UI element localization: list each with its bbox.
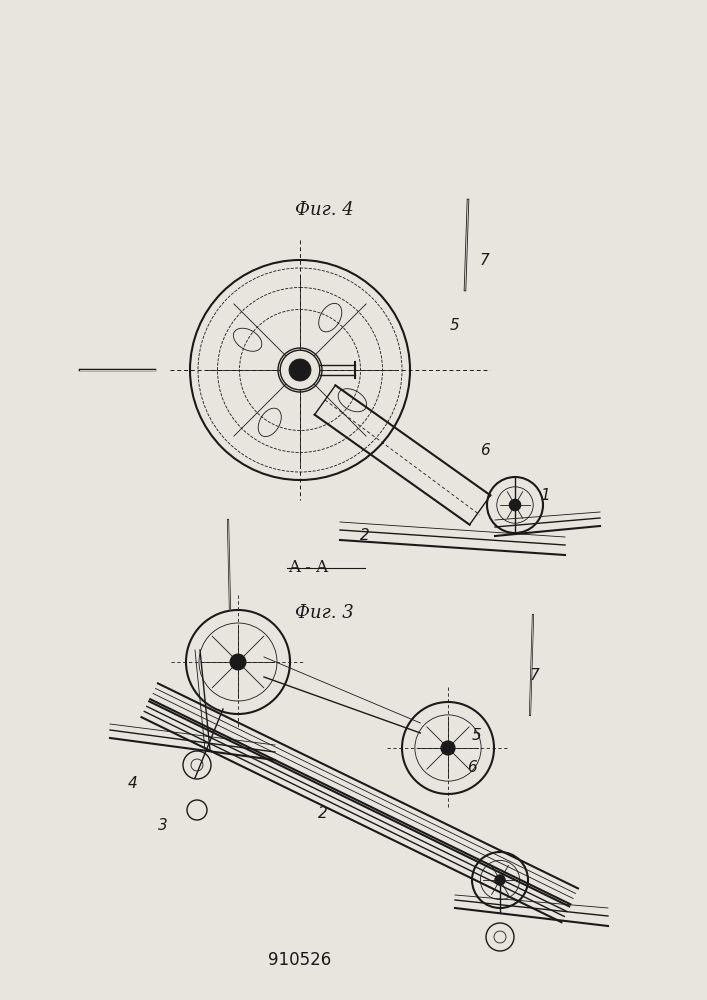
- Circle shape: [289, 359, 311, 381]
- Text: A - A: A - A: [288, 559, 328, 576]
- Circle shape: [280, 350, 320, 390]
- Text: Фиг. 3: Фиг. 3: [295, 604, 354, 622]
- Text: 3: 3: [158, 818, 168, 833]
- Circle shape: [234, 658, 243, 666]
- Text: 2: 2: [360, 528, 370, 543]
- Text: 5: 5: [472, 728, 481, 743]
- Circle shape: [289, 359, 311, 381]
- Text: Фиг. 4: Фиг. 4: [295, 201, 354, 219]
- Text: 7: 7: [480, 253, 490, 268]
- Circle shape: [230, 654, 246, 670]
- Text: 5: 5: [450, 318, 460, 333]
- Circle shape: [510, 499, 520, 511]
- Text: 7: 7: [530, 668, 539, 683]
- Text: 4: 4: [128, 776, 138, 791]
- Circle shape: [495, 875, 505, 885]
- Text: 6: 6: [467, 760, 477, 775]
- Text: 910526: 910526: [269, 951, 332, 969]
- Circle shape: [441, 741, 455, 755]
- Text: 2: 2: [318, 806, 328, 821]
- Text: 6: 6: [480, 443, 490, 458]
- Text: 1: 1: [540, 488, 550, 503]
